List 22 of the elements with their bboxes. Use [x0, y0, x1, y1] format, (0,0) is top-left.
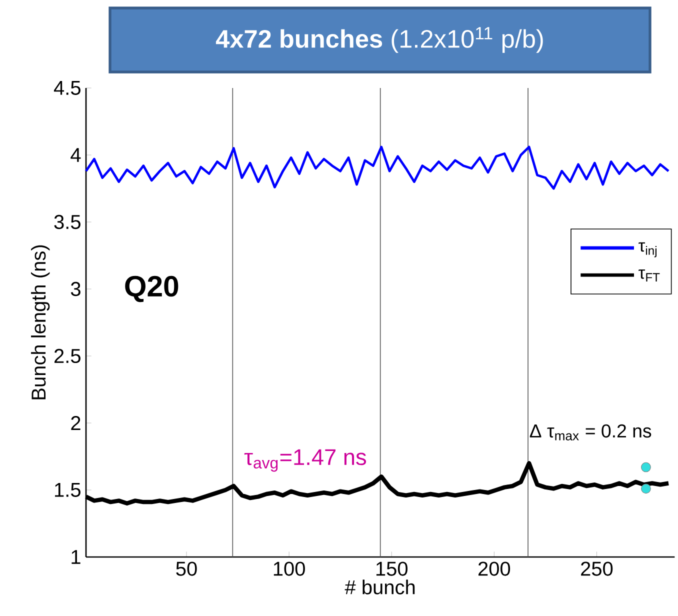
y-tick-label: 3	[70, 282, 80, 296]
annotation: τ$_{avg}$=1.47 ns	[244, 449, 366, 472]
annotation: Δ τ$_{max}$ = 0.2 ns	[530, 424, 652, 440]
legend-label: τ$_{inj}$	[638, 242, 656, 258]
x-tick-label: 250	[581, 562, 613, 576]
x-tick-label: 200	[478, 562, 510, 576]
y-tick-label: 3.5	[54, 214, 80, 230]
x-tick-label: 100	[274, 562, 305, 576]
y-tick-label: 2.5	[54, 348, 80, 364]
legend-label: τ$_{FT}$	[638, 270, 660, 282]
chart-title: 4x72 bunches (1.2x10$^{11}$ p/b)	[216, 27, 543, 53]
y-tick-label: 4	[70, 148, 81, 162]
y-tick-label: 1.5	[55, 483, 80, 497]
y-axis-title: Bunch length (ns)	[31, 245, 50, 400]
y-tick-label: 1	[72, 550, 80, 564]
annotation: Q20	[125, 276, 178, 302]
x-tick-label: 150	[376, 562, 408, 576]
x-axis-title: # bunch	[344, 580, 415, 594]
y-tick-label: 2	[71, 416, 80, 430]
line-series	[84, 146, 670, 190]
y-tick-label: 4.5	[54, 81, 80, 95]
x-tick-label: 50	[176, 562, 197, 576]
